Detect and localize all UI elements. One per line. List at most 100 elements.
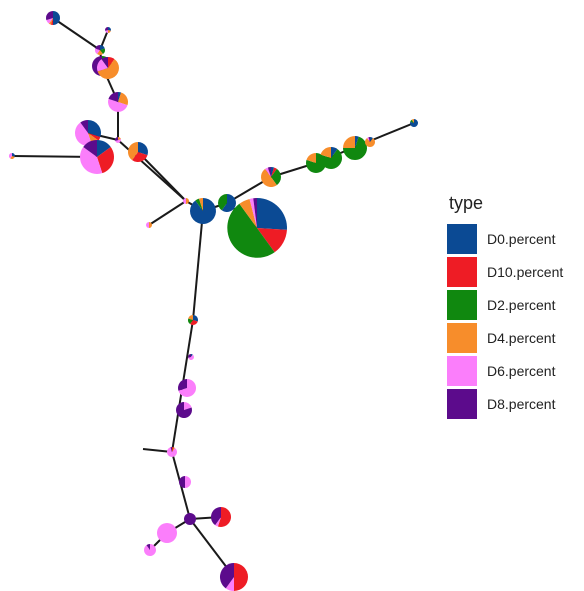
pie-node bbox=[146, 222, 152, 228]
legend-label-d10: D10.percent bbox=[487, 263, 564, 280]
pie-slice bbox=[219, 563, 234, 589]
legend-swatch-d4 bbox=[447, 322, 477, 353]
legend-item-d10: D10.percent bbox=[447, 255, 563, 288]
pie-node bbox=[343, 136, 367, 161]
pie-slice bbox=[80, 147, 103, 174]
pie-slice bbox=[100, 48, 106, 55]
pie-node bbox=[183, 198, 189, 204]
pie-slice bbox=[306, 153, 316, 163]
pie-node bbox=[8, 153, 15, 159]
tree-edge bbox=[192, 210, 204, 321]
pie-node bbox=[157, 523, 177, 543]
pie-node bbox=[97, 56, 120, 79]
pie-node bbox=[187, 314, 199, 326]
pie-slice bbox=[271, 168, 282, 186]
legend-swatch-d8 bbox=[447, 388, 477, 419]
pie-slice bbox=[190, 320, 198, 326]
pie-slice bbox=[179, 476, 185, 488]
pie-node bbox=[144, 544, 157, 556]
pie-slice bbox=[53, 11, 60, 25]
pie-slice bbox=[221, 194, 237, 212]
pie-slice bbox=[108, 98, 128, 112]
pie-slice bbox=[249, 198, 257, 228]
pie-slice bbox=[271, 167, 275, 177]
legend-item-d8: D8.percent bbox=[447, 387, 563, 420]
legend-swatch-d10 bbox=[447, 256, 477, 287]
legend-item-d4: D4.percent bbox=[447, 321, 563, 354]
pie-slice bbox=[410, 119, 419, 128]
pie-node bbox=[94, 44, 106, 56]
pie-slice bbox=[97, 147, 114, 174]
pie-slice bbox=[189, 198, 216, 225]
pie-node bbox=[45, 11, 60, 25]
pie-slice bbox=[184, 402, 192, 410]
pie-node bbox=[127, 142, 148, 163]
pie-slice bbox=[215, 517, 221, 527]
legend-item-d6: D6.percent bbox=[447, 354, 563, 387]
pie-slice bbox=[80, 120, 88, 133]
pie-slice bbox=[184, 513, 196, 525]
pie-node bbox=[177, 379, 196, 398]
pie-slice bbox=[144, 544, 157, 556]
pie-slice bbox=[187, 318, 193, 325]
pie-node bbox=[261, 167, 282, 187]
pie-slice bbox=[132, 152, 148, 163]
pie-slice bbox=[172, 446, 174, 452]
pie-slice bbox=[239, 198, 257, 228]
pie-slice bbox=[191, 354, 193, 357]
pie-node bbox=[184, 513, 196, 525]
legend-label-d2: D2.percent bbox=[487, 296, 556, 313]
pie-slice bbox=[195, 198, 203, 211]
pie-slice bbox=[127, 142, 138, 161]
pie-slice bbox=[188, 315, 193, 320]
pie-slice bbox=[227, 203, 275, 258]
pie-node bbox=[210, 506, 232, 527]
pie-slice bbox=[146, 544, 150, 550]
legend-item-d0: D0.percent bbox=[447, 222, 563, 255]
pie-slice bbox=[261, 168, 277, 187]
pie-slice bbox=[367, 137, 370, 142]
pie-slice bbox=[183, 198, 186, 204]
pie-slice bbox=[331, 146, 338, 158]
pie-slice bbox=[149, 222, 152, 228]
legend-swatch-d6 bbox=[447, 355, 477, 386]
pie-slice bbox=[267, 167, 271, 177]
pie-node bbox=[410, 119, 419, 128]
pie-slice bbox=[12, 153, 15, 157]
pie-slice bbox=[97, 140, 111, 157]
pie-slice bbox=[188, 354, 191, 358]
pie-slice bbox=[97, 59, 108, 72]
pie-slice bbox=[88, 133, 101, 141]
pie-slice bbox=[138, 142, 148, 156]
pie-slice bbox=[234, 563, 248, 591]
tree-edge bbox=[52, 17, 101, 51]
pie-slice bbox=[185, 476, 191, 488]
pie-slice bbox=[88, 120, 101, 138]
pie-slice bbox=[83, 140, 97, 157]
pie-slice bbox=[225, 577, 234, 591]
pie-slice bbox=[146, 222, 149, 228]
pie-slice bbox=[97, 50, 103, 56]
pie-slice bbox=[108, 92, 118, 102]
tree-edge bbox=[137, 151, 187, 202]
pie-node bbox=[219, 563, 248, 591]
pie-slice bbox=[105, 27, 108, 31]
tree-nodes bbox=[8, 11, 419, 591]
pie-slice bbox=[218, 194, 227, 211]
pie-slice bbox=[410, 119, 414, 123]
legend-item-d2: D2.percent bbox=[447, 288, 563, 321]
pie-slice bbox=[118, 92, 122, 102]
pie-slice bbox=[46, 18, 53, 24]
pie-node bbox=[80, 140, 114, 174]
pie-slice bbox=[157, 523, 177, 543]
pie-node bbox=[320, 146, 343, 169]
pie-node bbox=[115, 137, 121, 143]
pie-slice bbox=[411, 119, 414, 123]
pie-slice bbox=[118, 137, 121, 140]
pie-slice bbox=[176, 402, 193, 419]
pie-slice bbox=[50, 18, 53, 25]
legend-label-d6: D6.percent bbox=[487, 362, 556, 379]
pie-slice bbox=[108, 27, 111, 31]
pie-node bbox=[176, 402, 193, 419]
pie-slice bbox=[368, 136, 370, 142]
